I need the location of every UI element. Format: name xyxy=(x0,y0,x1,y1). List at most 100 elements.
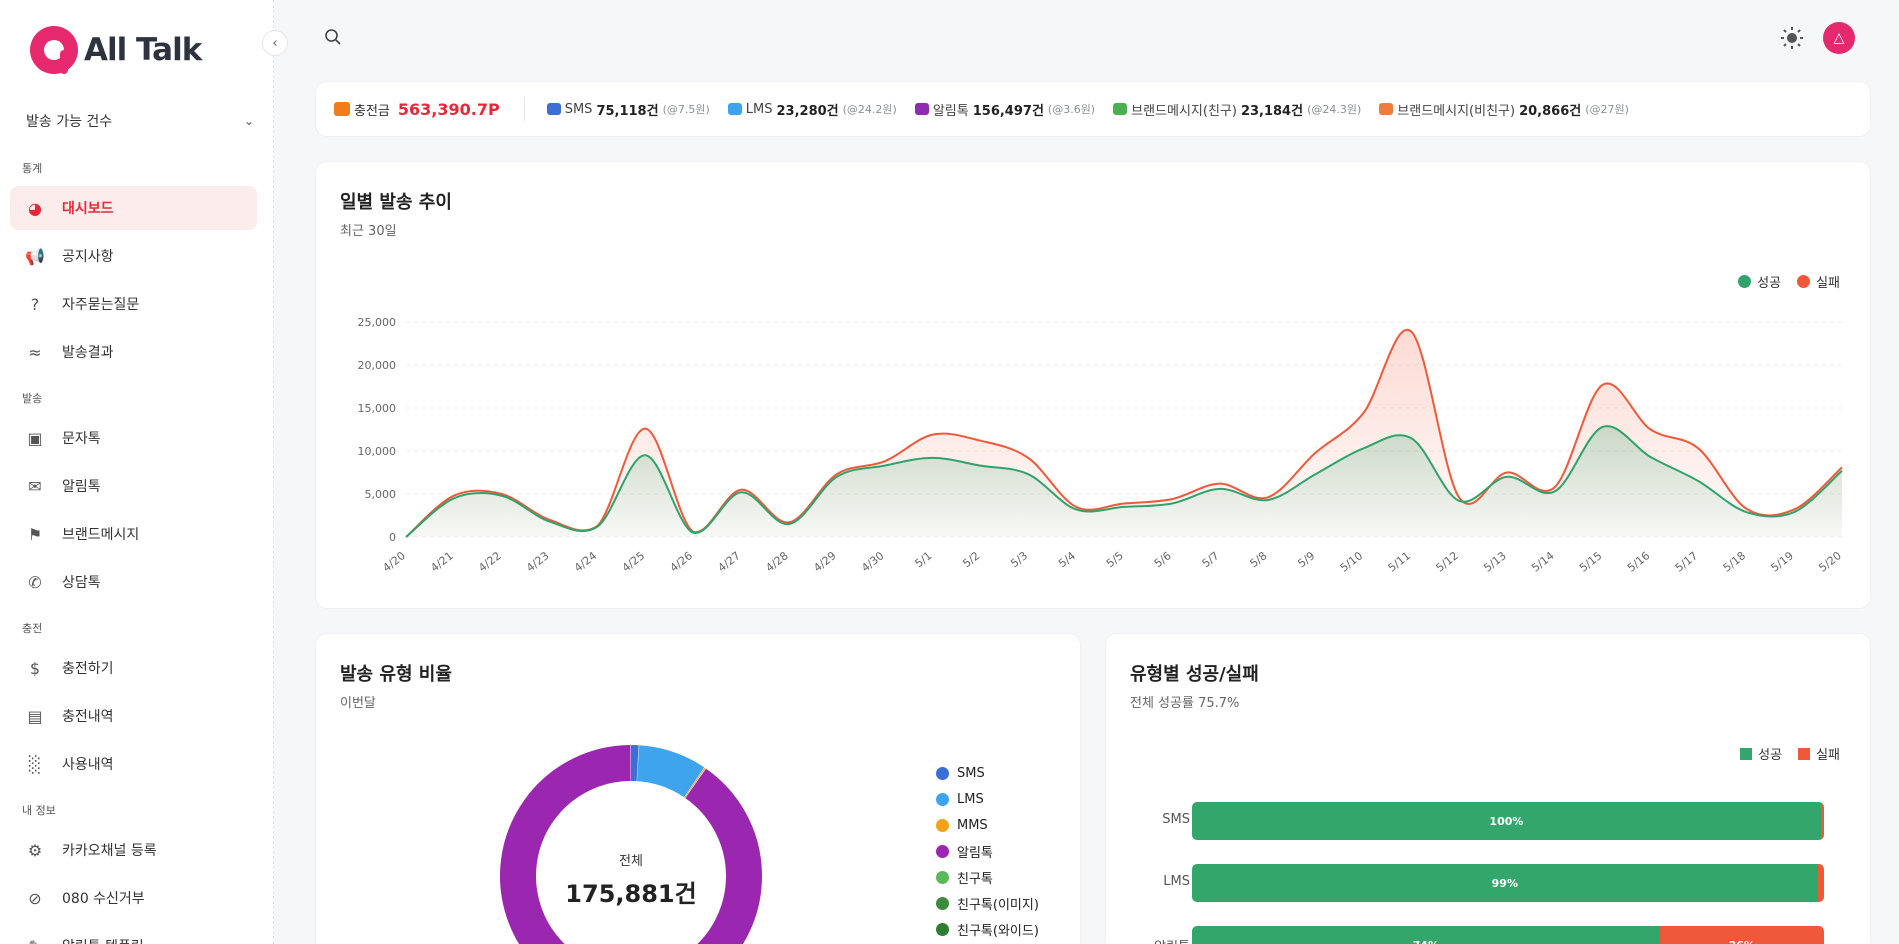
legend-success[interactable]: 성공 xyxy=(1740,744,1782,763)
sidebar-item[interactable]: ? 자주묻는질문 xyxy=(10,282,257,326)
balance-item-value: 75,118건 xyxy=(596,103,659,119)
chevron-down-icon: ⌄ xyxy=(243,114,254,128)
donut-slice[interactable] xyxy=(500,745,762,944)
bar-success-segment[interactable]: 100% xyxy=(1192,802,1821,840)
sidebar-item[interactable]: ▣ 문자톡 xyxy=(10,416,257,460)
x-tick-label: 4/26 xyxy=(668,549,695,574)
x-tick-label: 4/20 xyxy=(380,549,407,574)
donut-legend-item[interactable]: 친구톡(와이드) xyxy=(936,916,1039,942)
brand-logo[interactable]: All Talk xyxy=(30,26,202,74)
donut-slice[interactable] xyxy=(636,745,705,798)
donut-center-label: 전체 xyxy=(619,854,643,869)
donut-legend: SMS LMS MMS 알림톡 친구톡 친구톡(이미지) 친구톡(와이드) xyxy=(936,760,1039,942)
success-line xyxy=(405,425,1843,538)
donut-legend-item[interactable]: 친구톡 xyxy=(936,864,1039,890)
donut-legend-item[interactable]: SMS xyxy=(936,760,1039,786)
sidebar-item-label: 자주묻는질문 xyxy=(62,297,140,313)
bar-track[interactable]: 99% xyxy=(1192,864,1824,902)
balance-item: SMS 75,118건 (@7.5원) xyxy=(546,100,710,119)
y-tick-label: 15,000 xyxy=(358,402,397,415)
trend-legend: 성공 실패 xyxy=(1738,272,1840,291)
legend-success-label: 성공 xyxy=(1757,276,1782,291)
sidebar-item[interactable]: ≈ 발송결과 xyxy=(10,330,257,374)
sidebar-item-label: 충전하기 xyxy=(62,661,114,677)
x-tick-label: 5/11 xyxy=(1386,549,1413,574)
sidebar-item[interactable]: $ 충전하기 xyxy=(10,646,257,690)
sidebar-item-label: 사용내역 xyxy=(62,757,114,773)
legend-success[interactable]: 성공 xyxy=(1738,272,1781,291)
sidebar-item[interactable]: ⚑ 브랜드메시지 xyxy=(10,512,257,556)
sidebar-item-label: 발송결과 xyxy=(62,345,114,361)
sun-icon[interactable] xyxy=(1780,26,1804,56)
bar-success-segment[interactable]: 99% xyxy=(1192,864,1818,902)
balance-item-value: 20,866건 xyxy=(1519,103,1582,119)
x-tick-label: 4/23 xyxy=(524,549,551,574)
balance-item-rate: (@24.3원) xyxy=(1307,103,1362,116)
send-count-accordion[interactable]: 발송 가능 건수 ⌄ xyxy=(26,110,254,132)
legend-fail[interactable]: 실패 xyxy=(1798,744,1840,763)
bar-track[interactable]: 74% 26% xyxy=(1192,926,1824,944)
sidebar-item[interactable]: ✉ 알림톡 xyxy=(10,464,257,508)
bar-track[interactable]: 100% xyxy=(1192,802,1824,840)
bar-fail-segment[interactable]: 26% xyxy=(1659,926,1824,944)
sidebar-item[interactable]: ✎ 알림톡 템플릿 xyxy=(10,924,257,944)
bar-success-segment[interactable]: 74% xyxy=(1192,926,1660,944)
x-tick-label: 5/16 xyxy=(1625,549,1652,574)
bar-success-label: 100% xyxy=(1489,814,1524,828)
legend-label: MMS xyxy=(957,817,988,833)
bar-success-label: 74% xyxy=(1413,939,1439,944)
ratio-title: 발송 유형 비율 xyxy=(340,664,452,685)
x-tick-label: 4/25 xyxy=(620,549,647,574)
donut-legend-item[interactable]: 친구톡(이미지) xyxy=(936,890,1039,916)
trend-subtitle: 최근 30일 xyxy=(340,224,397,239)
y-tick-label: 10,000 xyxy=(358,445,397,458)
sidebar-item[interactable]: ◕ 대시보드 xyxy=(10,186,257,230)
legend-swatch xyxy=(936,922,949,936)
x-tick-label: 4/27 xyxy=(715,549,742,574)
x-tick-label: 4/24 xyxy=(572,549,599,574)
sidebar-collapse-button[interactable]: ‹ xyxy=(262,30,288,56)
legend-swatch xyxy=(936,896,949,910)
donut-legend-item[interactable]: 알림톡 xyxy=(936,838,1039,864)
bar-fail-segment[interactable] xyxy=(1820,802,1824,840)
sidebar-item[interactable]: ▤ 충전내역 xyxy=(10,694,257,738)
success-subtitle: 전체 성공률 75.7% xyxy=(1130,696,1240,711)
y-tick-label: 5,000 xyxy=(365,488,397,501)
bar-fail-segment[interactable] xyxy=(1817,864,1824,902)
sidebar-item[interactable]: ░ 사용내역 xyxy=(10,742,257,786)
question-icon: ? xyxy=(30,294,40,314)
donut-center-value: 175,881건 xyxy=(565,880,697,908)
sidebar-item-label: 충전내역 xyxy=(62,709,114,725)
sidebar-item-label: 080 수신거부 xyxy=(62,891,145,907)
donut-slice[interactable] xyxy=(684,767,706,798)
message-type-icon xyxy=(727,103,742,115)
balance-item-rate: (@24.2원) xyxy=(842,103,897,116)
sidebar-item-label: 문자톡 xyxy=(62,431,101,447)
x-tick-label: 5/13 xyxy=(1481,549,1508,574)
x-tick-label: 5/2 xyxy=(960,549,982,570)
donut-legend-item[interactable]: LMS xyxy=(936,786,1039,812)
donut-legend-item[interactable]: MMS xyxy=(936,812,1039,838)
legend-fail[interactable]: 실패 xyxy=(1797,272,1840,291)
message-type-icon xyxy=(1113,103,1128,115)
charge-label: 충전금 xyxy=(354,103,390,119)
phone-icon: ✆ xyxy=(28,572,42,592)
ratio-subtitle: 이번달 xyxy=(340,696,376,711)
message-type-icon xyxy=(1379,103,1394,115)
avatar[interactable]: △ xyxy=(1823,22,1855,54)
sidebar-item[interactable]: ⚙ 카카오채널 등록 xyxy=(10,828,257,872)
balance-item: 브랜드메시지(친구) 23,184건 (@24.3원) xyxy=(1113,100,1361,119)
x-tick-label: 5/18 xyxy=(1721,549,1748,574)
sidebar-item[interactable]: ✆ 상담톡 xyxy=(10,560,257,604)
legend-swatch xyxy=(936,844,949,858)
y-tick-label: 20,000 xyxy=(358,359,397,372)
search-icon[interactable] xyxy=(324,28,342,51)
sidebar-item[interactable]: 📢 공지사항 xyxy=(10,234,257,278)
success-legend: 성공 실패 xyxy=(1740,744,1840,763)
sidebar-item[interactable]: ⊘ 080 수신거부 xyxy=(10,876,257,920)
legend-success-swatch xyxy=(1740,747,1753,760)
gauge-icon: ◕ xyxy=(28,198,42,218)
legend-success-swatch xyxy=(1738,275,1752,288)
bar-category-label: LMS xyxy=(1163,874,1190,889)
